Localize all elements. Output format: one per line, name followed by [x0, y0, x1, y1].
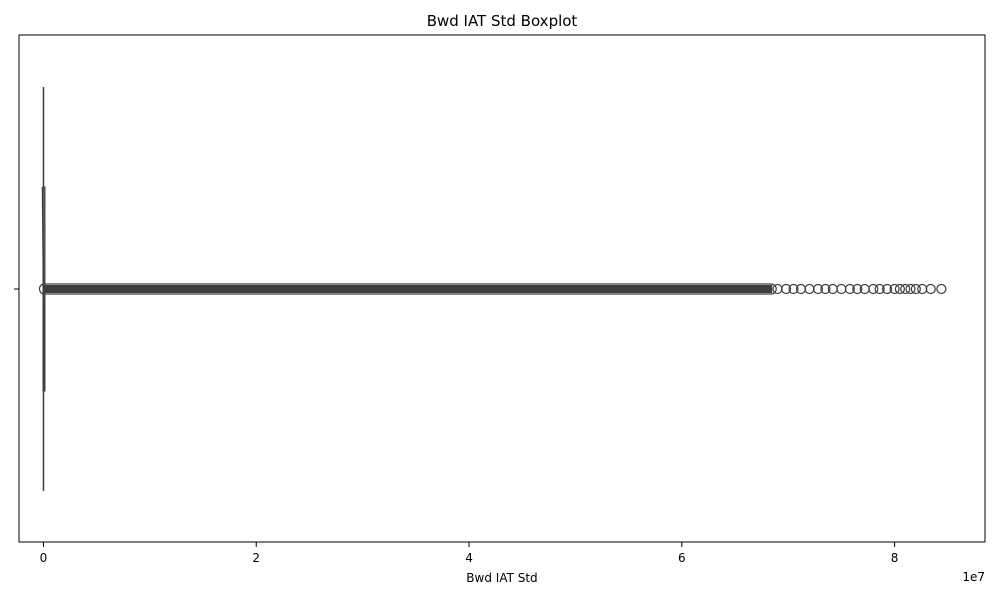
x-axis-ticks: 0 2 4 6 8 [40, 542, 899, 565]
outlier-point [804, 283, 815, 295]
outlier-point [868, 283, 879, 295]
outlier-point [905, 283, 916, 295]
x-tick-label: 4 [465, 551, 473, 565]
outlier-band-fill [43, 285, 773, 293]
outlier-point [917, 283, 928, 295]
outlier-point [836, 283, 847, 295]
outlier-point [900, 283, 911, 295]
outlier-point [820, 283, 831, 295]
outlier-point [936, 283, 947, 295]
outlier-point [874, 283, 885, 295]
outlier-point [780, 283, 792, 295]
outlier-point [894, 283, 905, 295]
x-tick-label: 2 [252, 551, 260, 565]
outlier-point [788, 283, 799, 295]
outlier-point [844, 283, 855, 295]
outlier-point [852, 283, 863, 295]
chart-title: Bwd IAT Std Boxplot [427, 12, 578, 30]
x-axis-offset-label: 1e7 [962, 570, 985, 584]
outlier-point [772, 283, 783, 295]
outlier-band [38, 283, 777, 295]
outlier-point [812, 283, 824, 295]
outlier-point [882, 283, 893, 295]
x-tick-label: 0 [40, 551, 48, 565]
x-tick-label: 8 [891, 551, 899, 565]
outlier-point [889, 283, 900, 295]
chart-marks [38, 87, 947, 491]
outlier-point [925, 283, 936, 295]
x-axis-label: Bwd IAT Std [466, 571, 537, 585]
outlier-point [910, 283, 921, 295]
x-tick-label: 6 [678, 551, 686, 565]
